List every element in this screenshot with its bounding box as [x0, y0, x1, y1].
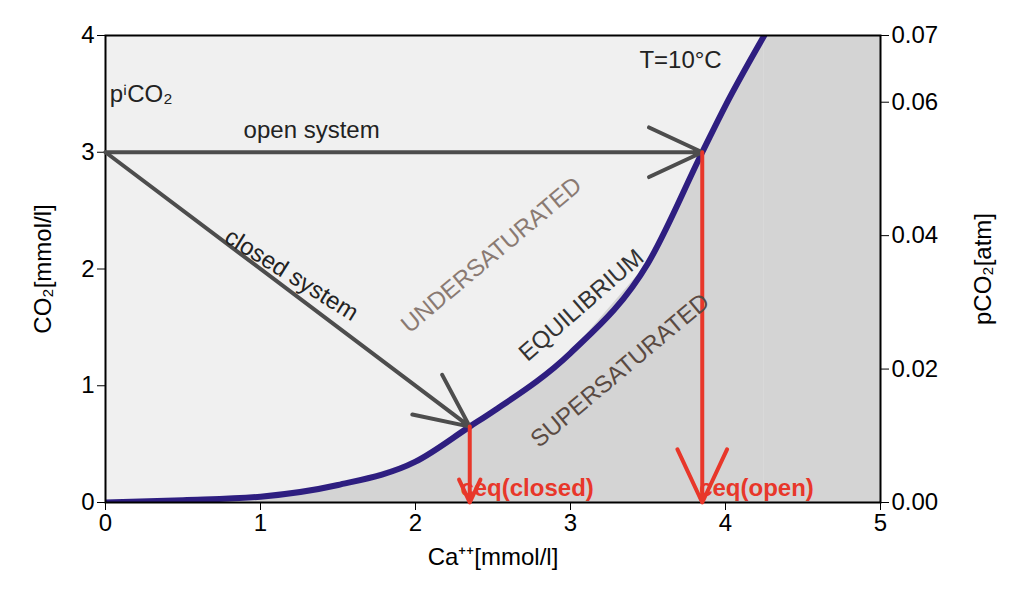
svg-text:ceq(open): ceq(open) — [699, 474, 814, 501]
svg-text:EQUILIBRIUM: EQUILIBRIUM — [513, 243, 649, 366]
svg-text:0.00: 0.00 — [892, 488, 939, 515]
svg-text:0.02: 0.02 — [892, 355, 939, 382]
svg-text:ceq(closed): ceq(closed) — [460, 474, 593, 501]
svg-text:pⁱCO₂: pⁱCO₂ — [110, 80, 173, 107]
svg-text:T=10°C: T=10°C — [639, 46, 721, 73]
svg-text:SUPERSATURATED: SUPERSATURATED — [525, 287, 714, 452]
svg-text:Ca⁺⁺[mmol/l]: Ca⁺⁺[mmol/l] — [428, 543, 559, 570]
svg-text:4: 4 — [81, 21, 94, 48]
svg-text:5: 5 — [874, 509, 887, 536]
svg-text:4: 4 — [719, 509, 732, 536]
svg-text:0.06: 0.06 — [892, 88, 939, 115]
svg-text:0: 0 — [81, 488, 94, 515]
svg-text:1: 1 — [254, 509, 267, 536]
svg-text:0.04: 0.04 — [892, 221, 939, 248]
svg-text:0: 0 — [99, 509, 112, 536]
svg-text:2: 2 — [81, 255, 94, 282]
svg-text:UNDERSATURATED: UNDERSATURATED — [395, 171, 587, 338]
svg-text:closed system: closed system — [220, 222, 363, 325]
svg-text:3: 3 — [81, 138, 94, 165]
svg-text:2: 2 — [409, 509, 422, 536]
svg-text:3: 3 — [564, 509, 577, 536]
svg-text:0.07: 0.07 — [892, 21, 939, 48]
svg-text:open system: open system — [244, 116, 380, 143]
svg-text:pCO₂[atm]: pCO₂[atm] — [969, 213, 996, 325]
svg-text:CO₂[mmol/l]: CO₂[mmol/l] — [29, 204, 56, 333]
svg-text:1: 1 — [81, 371, 94, 398]
